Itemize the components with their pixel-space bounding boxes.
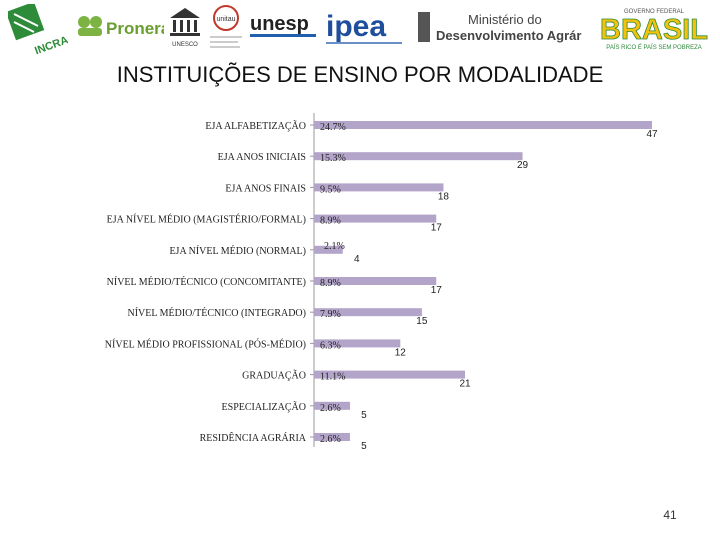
mda-logo: Ministério do Desenvolvimento Agrário: [418, 12, 582, 43]
bar: [314, 183, 444, 192]
value-label: 4: [354, 254, 360, 265]
percent-label: 24.7%: [320, 122, 346, 133]
logo-banner: INCRA Pronera UNESCO unitau unesp ipea M…: [0, 0, 720, 62]
category-label: RESIDÊNCIA AGRÁRIA: [200, 432, 307, 444]
category-label: EJA NÍVEL MÉDIO (NORMAL): [169, 245, 306, 257]
ipea-logo-text: ipea: [326, 10, 386, 43]
mda-logo-line1: Ministério do: [468, 12, 542, 27]
category-label: NÍVEL MÉDIO PROFISSIONAL (PÓS-MÉDIO): [105, 338, 306, 350]
percent-label: 8.9%: [320, 278, 341, 289]
mda-logo-line2: Desenvolvimento Agrário: [436, 28, 582, 43]
category-label: NÍVEL MÉDIO/TÉCNICO (INTEGRADO): [128, 307, 307, 319]
brasil-logo: GOVERNO FEDERAL BRASIL PAÍS RICO É PAÍS …: [600, 9, 709, 51]
value-label: 17: [431, 223, 443, 234]
brasil-logo-text: BRASIL: [600, 14, 708, 46]
bar: [314, 214, 437, 223]
category-label: ESPECIALIZAÇÃO: [222, 401, 306, 413]
category-label: EJA ALFABETIZAÇÃO: [205, 120, 306, 132]
unesco-logo: UNESCO: [170, 8, 200, 48]
percent-label: 11.1%: [320, 372, 345, 383]
percent-label: 2.6%: [320, 403, 341, 414]
brasil-logo-top: GOVERNO FEDERAL: [624, 9, 685, 15]
value-label: 21: [459, 379, 471, 390]
bar: [314, 277, 437, 285]
page-number: 41: [663, 508, 677, 522]
value-label: 5: [361, 441, 367, 452]
ipea-logo: ipea: [326, 10, 402, 44]
value-label: 12: [395, 347, 407, 358]
unitau-logo-text: unitau: [216, 16, 235, 23]
bar: [314, 152, 523, 161]
value-label: 15: [416, 316, 428, 327]
percent-label: 7.9%: [320, 309, 341, 320]
percent-label: 9.5%: [320, 184, 341, 195]
value-label: 18: [438, 191, 450, 202]
bar: [314, 121, 652, 129]
percent-label: 2.6%: [320, 434, 341, 445]
category-label: EJA NÍVEL MÉDIO (MAGISTÉRIO/FORMAL): [107, 214, 306, 226]
chart-title: INSTITUIÇÕES DE ENSINO POR MODALIDADE: [116, 62, 604, 87]
unesco-logo-text: UNESCO: [172, 42, 198, 48]
value-label: 5: [361, 410, 367, 421]
brasil-logo-bottom: PAÍS RICO É PAÍS SEM POBREZA: [606, 44, 701, 51]
unesp-logo-text: unesp: [250, 13, 309, 35]
bar: [314, 370, 466, 379]
incra-logo: INCRA: [8, 4, 68, 56]
category-label: NÍVEL MÉDIO/TÉCNICO (CONCOMITANTE): [107, 276, 306, 288]
value-label: 29: [517, 160, 529, 171]
category-label: GRADUAÇÃO: [242, 370, 306, 382]
unitau-logo: unitau: [210, 5, 242, 48]
unesp-logo: unesp: [250, 13, 316, 37]
bar: [314, 401, 350, 410]
category-label: EJA ANOS FINAIS: [225, 183, 306, 194]
bar: [314, 433, 350, 441]
percent-label: 6.3%: [320, 340, 341, 351]
percent-label: 2.1%: [324, 241, 345, 252]
pronera-logo-text: Pronera: [106, 19, 164, 38]
value-label: 17: [431, 285, 443, 296]
value-label: 47: [646, 129, 658, 140]
bar: [314, 339, 401, 348]
pronera-logo: Pronera: [78, 16, 164, 38]
percent-label: 15.3%: [320, 153, 346, 164]
bar: [314, 245, 343, 254]
percent-label: 8.9%: [320, 216, 341, 227]
bar: [314, 308, 422, 317]
category-label: EJA ANOS INICIAIS: [218, 152, 306, 163]
